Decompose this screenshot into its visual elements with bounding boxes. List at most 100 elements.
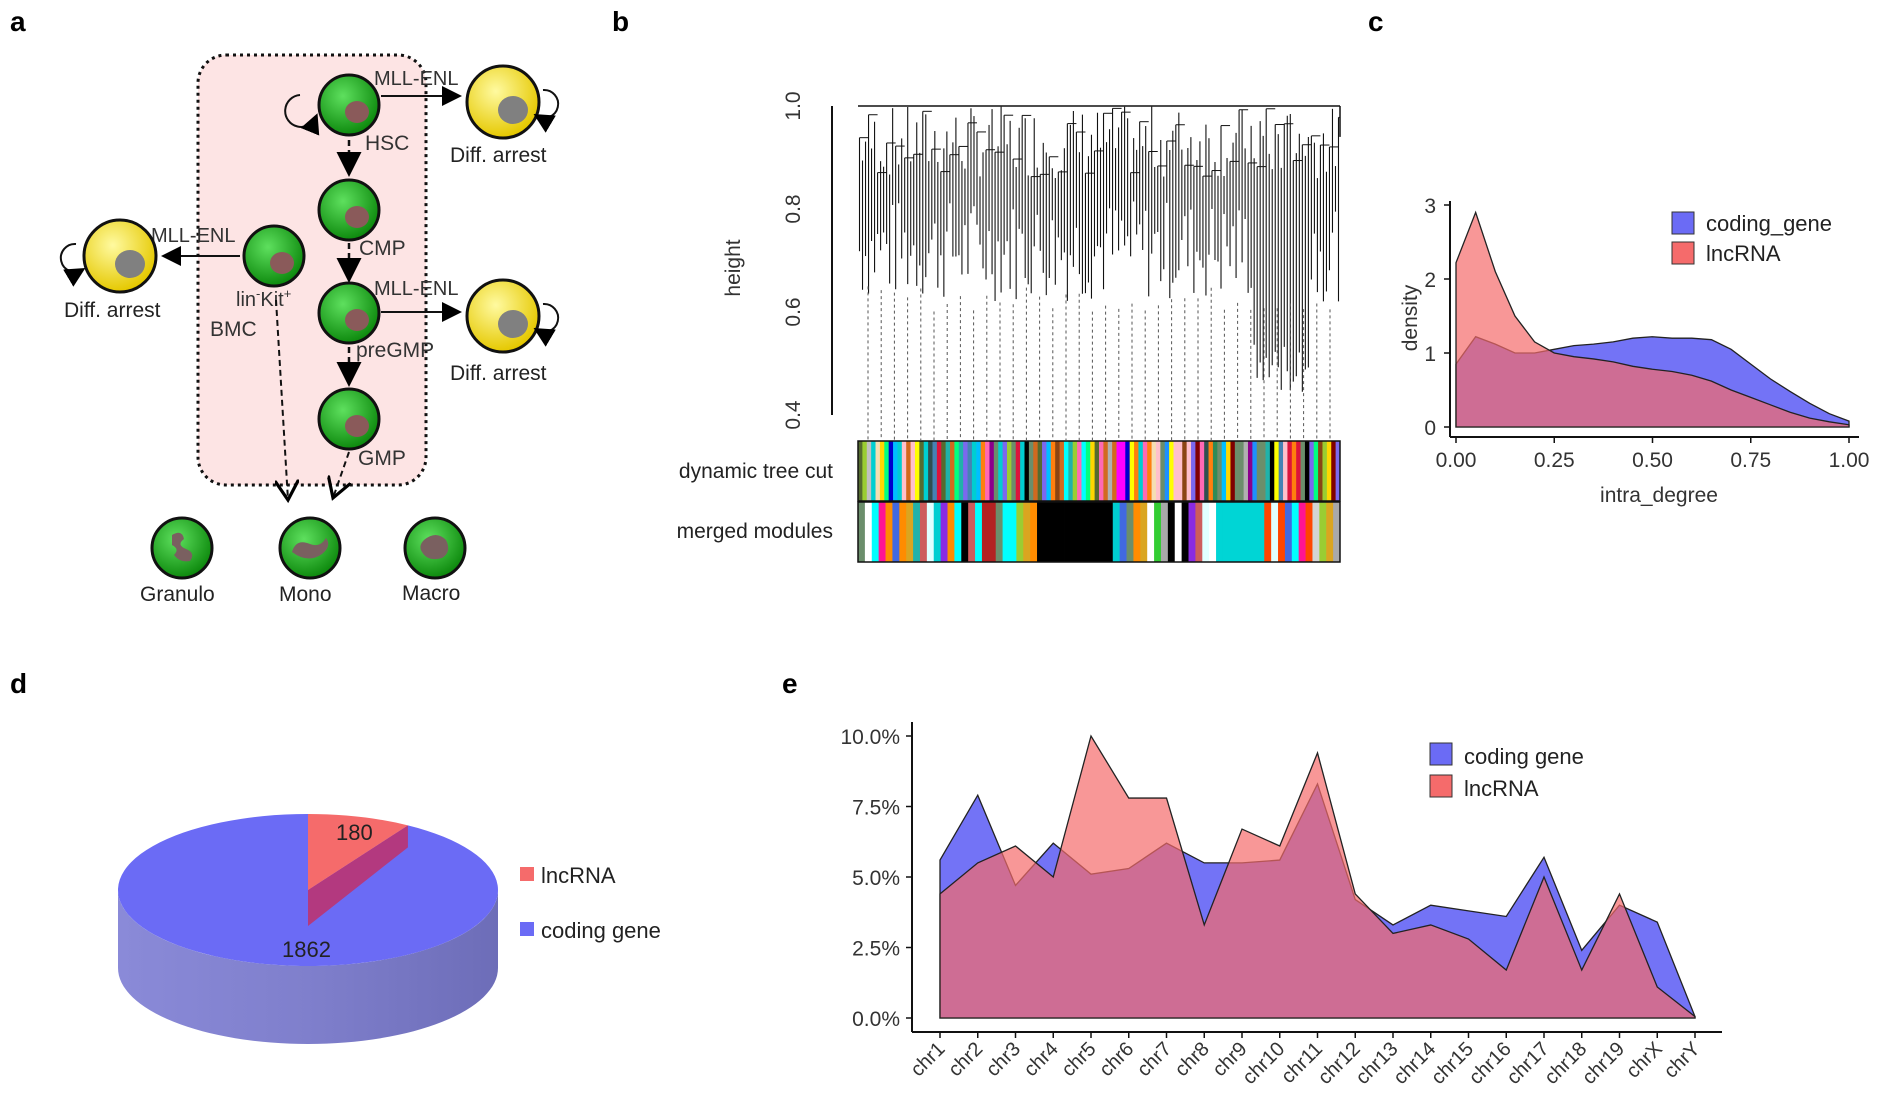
merged-modules-bar-segment [1160, 502, 1169, 562]
dynamic-tree-cut-bar-segment [1015, 441, 1021, 501]
dynamic-tree-cut-bar-segment [1204, 441, 1209, 501]
oncogene-label-3: MLL-ENL [151, 225, 235, 247]
density-xtick-label: 1.00 [1829, 449, 1870, 472]
merged-modules-bar-segment [1167, 502, 1176, 562]
merged-modules-bar-segment [1243, 502, 1251, 562]
merged-modules-bar-segment [1064, 502, 1072, 562]
gmp-label: GMP [358, 447, 406, 470]
dynamic-tree-cut-bar-segment [897, 441, 903, 501]
dynamic-tree-cut-bar-segment [1261, 441, 1266, 501]
merged-modules-bar-segment [1195, 502, 1203, 562]
ytick-label-4: 0.4 [782, 400, 805, 430]
density-xtick-label: 0.75 [1730, 449, 1771, 472]
merged-modules-bar-segment [913, 502, 921, 562]
merged-modules-bar-segment [1133, 502, 1141, 562]
hierarchy-box [196, 53, 428, 487]
merged-modules-bar-segment [1037, 502, 1045, 562]
cmp-label: CMP [359, 237, 406, 260]
dynamic-tree-cut-bar-segment [980, 441, 986, 501]
merged-modules-bar-segment [988, 502, 997, 562]
chrom-xtick-label: chr2 [944, 1038, 987, 1081]
pie-slice-coding-gene [118, 813, 499, 966]
dynamic-tree-cut-bar-segment [1033, 441, 1039, 501]
dynamic-tree-cut-bar-segment [1094, 441, 1100, 501]
chrom-xtick-label: chr8 [1171, 1038, 1214, 1081]
chrom-xtick-label: chr12 [1314, 1038, 1365, 1089]
merged-modules-bar-segment [940, 502, 948, 562]
dynamic-tree-cut-bar-segment [1326, 441, 1332, 501]
arrest-label-2: Diff. arrest [450, 362, 547, 385]
merged-modules-bar-segment [906, 502, 914, 562]
merged-modules-bar-segment [858, 502, 866, 562]
merged-modules-bar-segment [954, 502, 962, 562]
merged-modules-bar-segment [1009, 502, 1017, 562]
chrom-xtick-label: chr14 [1389, 1038, 1440, 1089]
dynamic-tree-cut-bar-segment [1055, 441, 1060, 501]
dynamic-tree-cut-bar-segment [989, 441, 995, 501]
chrom-xtick-label: chr10 [1238, 1038, 1289, 1089]
dynamic-tree-cut-bar-segment [1085, 441, 1091, 501]
density-xtick-label: 0.50 [1632, 449, 1673, 472]
merged-modules-bar-segment [1298, 502, 1306, 562]
merged-modules-bar-segment [1071, 502, 1079, 562]
pregmp-cell [317, 281, 381, 345]
dynamic-tree-cut-bar-segment [1191, 441, 1196, 501]
arrested-cell-2 [465, 278, 541, 354]
dynamic-tree-cut-bar-segment [945, 441, 951, 501]
legend-label-lncrna-d: lncRNA [541, 863, 616, 888]
dendrogram-ylabel: height [722, 239, 745, 296]
merged-modules-bar-segment [1326, 502, 1334, 562]
merged-modules-bar-segment [1085, 502, 1093, 562]
merged-modules-bar-segment [885, 502, 893, 562]
merged-modules-bar-segment [864, 502, 873, 562]
dynamic-tree-cut-bar-segment [888, 441, 894, 501]
density-xlabel: intra_degree [1600, 484, 1718, 507]
merged-modules-bar-segment [1291, 502, 1300, 562]
dynamic-tree-cut-bar-segment [858, 441, 863, 501]
dynamic-tree-cut-bar-segment [1068, 441, 1074, 501]
chrom-xtick-label: chr19 [1578, 1038, 1629, 1089]
dynamic-tree-cut-bar-segment [1212, 441, 1218, 501]
pie-label-lncrna: 180 [336, 820, 373, 845]
dynamic-tree-cut-bar-segment [1112, 441, 1117, 501]
dynamic-tree-cut-bar-segment [884, 441, 890, 501]
dynamic-tree-cut-bar-segment [1063, 441, 1069, 501]
panel-letter-c: c [1368, 6, 1384, 37]
merged-modules-bar-segment [1092, 502, 1100, 562]
merged-modules-bar-segment [968, 502, 976, 562]
merged-modules-bar-segment [933, 502, 942, 562]
dynamic-tree-cut-bar-segment [1020, 441, 1025, 501]
legend-label-coding-gene-c: coding_gene [1706, 211, 1832, 236]
dynamic-tree-cut-bar-segment [1077, 441, 1082, 501]
merged-modules-bar-segment [947, 502, 955, 562]
dynamic-tree-cut-bar-segment [1278, 441, 1284, 501]
dynamic-tree-cut-bar-segment [1046, 441, 1052, 501]
dynamic-tree-cut-bar-segment [1243, 441, 1249, 501]
dynamic-tree-cut-bar-segment [910, 441, 916, 501]
dynamic-tree-cut-bar-segment [932, 441, 938, 501]
merged-modules-bar-segment [1312, 502, 1320, 562]
bmc-to-mono-arrow [276, 299, 288, 500]
chrom-xtick-label: chr18 [1540, 1038, 1591, 1089]
dynamic-tree-cut-bar-segment [1169, 441, 1174, 501]
dynamic-tree-cut-bar-segment [1309, 441, 1315, 501]
merged-modules-bar-segment [1222, 502, 1231, 562]
merged-modules-bar-segment [1209, 502, 1217, 562]
merged-modules-bar-segment [975, 502, 983, 562]
panel-letter-d: d [10, 668, 28, 699]
dynamic-tree-cut-bar-segment [1186, 441, 1192, 501]
dynamic-tree-cut-bar-segment [1155, 441, 1161, 501]
dynamic-tree-cut-bar-segment [919, 441, 925, 501]
dynamic-tree-cut-bar [857, 440, 1341, 502]
dynamic-tree-cut-bar-segment [1099, 441, 1104, 501]
legend-swatch-lncrna-d [520, 867, 534, 881]
bmc-label-line1: lin-Kit+ [236, 286, 291, 311]
merged-modules-bar-segment [1216, 502, 1224, 562]
merged-modules-bar-segment [1250, 502, 1258, 562]
legend-label-lncrna-c: lncRNA [1706, 241, 1781, 266]
density-area-lncRNA [1455, 210, 1850, 428]
dynamic-tree-cut-bar-segment [958, 441, 964, 501]
dynamic-tree-cut-bar-segment [1107, 441, 1113, 501]
